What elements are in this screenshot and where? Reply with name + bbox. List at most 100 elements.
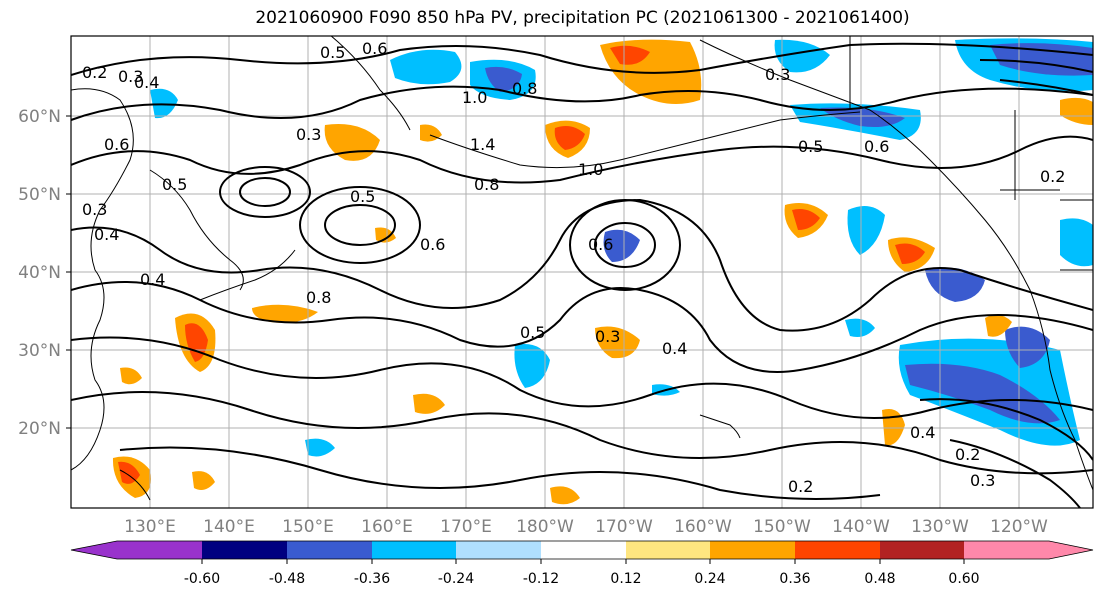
contour-label: 0.3 bbox=[970, 471, 995, 490]
contour-label: 0.3 bbox=[765, 65, 790, 84]
precip-positive-area bbox=[610, 45, 650, 65]
contour-label: 1.4 bbox=[470, 135, 495, 154]
colorbar-tick-label: 0.24 bbox=[694, 571, 725, 587]
contour-label: 0.2 bbox=[1040, 167, 1065, 186]
precip-negative-area bbox=[1060, 218, 1093, 267]
lat-label: 50°N bbox=[18, 185, 61, 205]
contour-label: 0.5 bbox=[798, 137, 823, 156]
contour-label: 0.2 bbox=[955, 445, 980, 464]
colorbar-segment bbox=[880, 541, 964, 559]
precip-positive-area bbox=[792, 209, 820, 230]
contour-label: 0.4 bbox=[140, 270, 165, 289]
colorbar-segment bbox=[626, 541, 710, 559]
colorbar-tick-label: -0.60 bbox=[184, 571, 220, 587]
lon-label: 140°W bbox=[832, 517, 890, 537]
precip-negative-area bbox=[845, 318, 875, 337]
lat-label: 30°N bbox=[18, 341, 61, 361]
contour-label: 0.4 bbox=[910, 423, 935, 442]
colorbar: -0.60 -0.48 -0.36 -0.24 -0.12 0.12 0.24 … bbox=[70, 540, 1094, 587]
precip-negative-area bbox=[305, 438, 335, 457]
colorbar-segment bbox=[964, 541, 1049, 559]
precip-positive-area bbox=[1060, 97, 1093, 125]
lat-label: 20°N bbox=[18, 419, 61, 439]
lon-label: 150°E bbox=[282, 517, 334, 537]
contour-label: 0.3 bbox=[82, 200, 107, 219]
precip-negative-area bbox=[1005, 326, 1050, 368]
colorbar-tick-label: 0.36 bbox=[779, 571, 810, 587]
precip-positive-area bbox=[895, 243, 925, 264]
lon-label: 140°E bbox=[203, 517, 255, 537]
colorbar-segment bbox=[541, 541, 626, 559]
precip-negative-area bbox=[847, 206, 885, 255]
lat-ticks bbox=[66, 115, 71, 429]
precip-positive-area bbox=[120, 367, 142, 385]
lon-label: 170°E bbox=[440, 517, 492, 537]
precip-negative-area bbox=[390, 49, 462, 85]
contour-label: 0.4 bbox=[662, 339, 687, 358]
lon-label: 180°W bbox=[516, 517, 574, 537]
contour-label: 0.4 bbox=[94, 225, 119, 244]
map-area: 0.2 0.3 0.4 0.5 0.6 0.8 1.0 1.4 0.6 0.5 … bbox=[71, 36, 1093, 508]
precip-positive-area bbox=[192, 471, 215, 490]
contour-label: 0.6 bbox=[588, 235, 613, 254]
lon-labels: 130°E 140°E 150°E 160°E 170°E 180°W 170°… bbox=[124, 517, 1048, 537]
coastlines bbox=[71, 36, 1093, 501]
map-title: 2021060900 F090 850 hPa PV, precipitatio… bbox=[255, 8, 910, 28]
contour-label: 0.3 bbox=[296, 125, 321, 144]
colorbar-segment bbox=[710, 541, 795, 559]
pv-contours bbox=[71, 42, 1093, 508]
contour-label: 0.8 bbox=[512, 79, 537, 98]
precip-negative-area bbox=[485, 66, 522, 92]
contour-label: 0.6 bbox=[104, 135, 129, 154]
contour-label: 0.3 bbox=[595, 327, 620, 346]
colorbar-tick-label: 0.60 bbox=[948, 571, 979, 587]
precip-positive-area bbox=[554, 126, 585, 150]
contour-label: 0.6 bbox=[420, 235, 445, 254]
lon-label: 160°E bbox=[361, 517, 413, 537]
contour-label: 0.5 bbox=[350, 187, 375, 206]
colorbar-segment bbox=[795, 541, 880, 559]
colorbar-segment bbox=[456, 541, 541, 559]
contour-label: 0.3 bbox=[118, 67, 143, 86]
colorbar-tick-label: -0.48 bbox=[269, 571, 305, 587]
precip-positive-area bbox=[550, 486, 580, 505]
colorbar-tick-label: -0.12 bbox=[523, 571, 559, 587]
precip-positive-area bbox=[375, 227, 396, 243]
precip-negative-area bbox=[514, 344, 550, 388]
lon-label: 150°W bbox=[753, 517, 811, 537]
contour-label: 0.6 bbox=[362, 39, 387, 58]
contour-label: 0.5 bbox=[520, 323, 545, 342]
colorbar-segment bbox=[372, 541, 456, 559]
colorbar-tick-label: 0.48 bbox=[864, 571, 895, 587]
contour-label: 0.5 bbox=[320, 43, 345, 62]
lon-label: 170°W bbox=[595, 517, 653, 537]
precip-positive-area bbox=[985, 314, 1012, 337]
precip-positive-area bbox=[413, 393, 445, 414]
lon-label: 130°W bbox=[911, 517, 969, 537]
lon-label: 160°W bbox=[674, 517, 732, 537]
contour-label: 0.4 bbox=[134, 73, 159, 92]
contour-label: 1.0 bbox=[462, 88, 487, 107]
lat-label: 60°N bbox=[18, 107, 61, 127]
colorbar-tick-label: 0.12 bbox=[610, 571, 641, 587]
contour-label: 0.2 bbox=[788, 477, 813, 496]
precip-positive-area bbox=[118, 461, 140, 484]
contour-label: 0.8 bbox=[306, 288, 331, 307]
precip-negative-area bbox=[820, 107, 905, 127]
lon-label: 130°E bbox=[124, 517, 176, 537]
contour-label: 0.5 bbox=[162, 175, 187, 194]
colorbar-extend-high bbox=[1049, 541, 1093, 559]
contour-label: 0.6 bbox=[864, 137, 889, 156]
precip-negative-area bbox=[603, 229, 640, 262]
contour-label: 0.8 bbox=[474, 175, 499, 194]
lat-labels: 60°N 50°N 40°N 30°N 20°N bbox=[18, 107, 61, 439]
precip-negative-area bbox=[905, 363, 1060, 424]
precip-negative-area bbox=[774, 39, 830, 73]
contour-label: 0.2 bbox=[82, 63, 107, 82]
colorbar-segment bbox=[117, 541, 202, 559]
colorbar-segment bbox=[202, 541, 287, 559]
contour-label: 1.0 bbox=[578, 160, 603, 179]
lat-label: 40°N bbox=[18, 263, 61, 283]
lon-label: 120°W bbox=[990, 517, 1048, 537]
